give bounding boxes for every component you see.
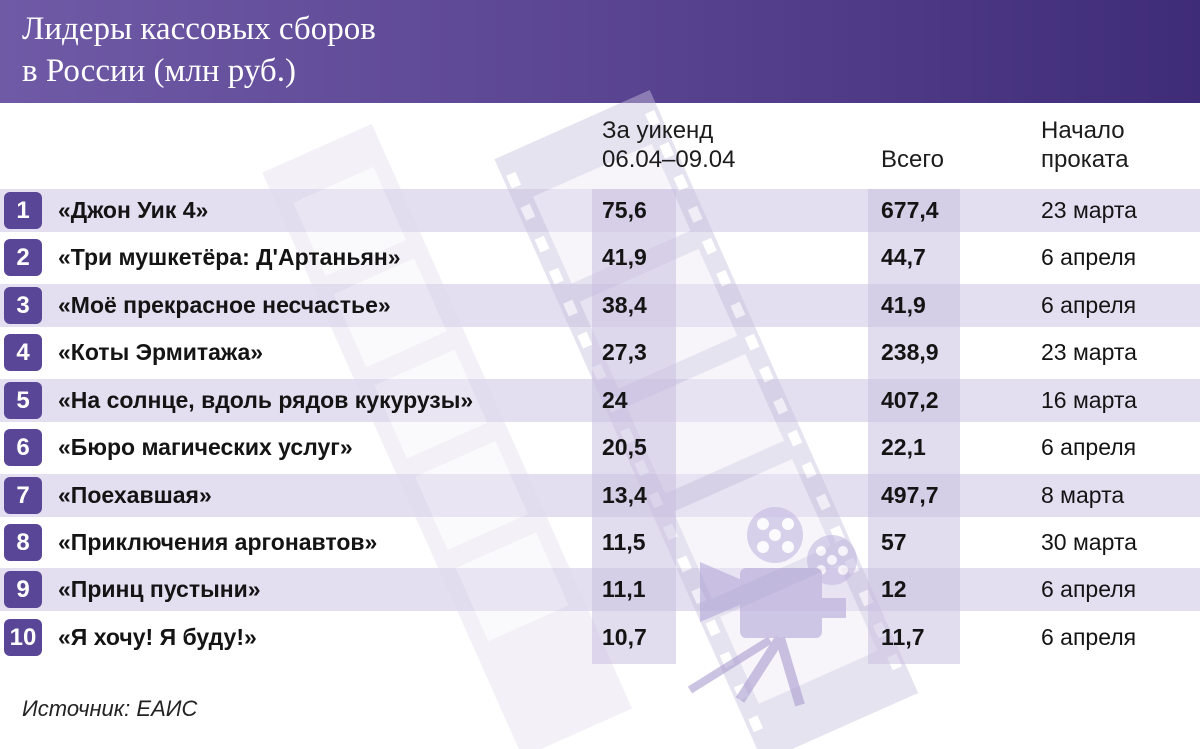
header-weekend-line: За уикенд [602,117,714,144]
table-row: 5 «На солнце, вдоль рядов кукурузы» 24 4… [0,379,1200,422]
weekend-gross: 20,5 [602,434,647,460]
total-gross: 407,2 [881,387,939,413]
release-date: 8 марта [1041,482,1125,508]
release-date: 23 марта [1041,197,1137,223]
table-row: 8 «Приключения аргонавтов» 11,5 57 30 ма… [0,521,1200,564]
weekend-column-highlight [592,189,676,664]
film-title: «Моё прекрасное несчастье» [58,292,391,318]
header-start-line: Начало [1041,117,1125,144]
source-note: Источник: ЕАИС [22,696,198,721]
total-column-highlight [868,189,960,664]
film-title: «Поехавшая» [58,482,212,508]
total-gross: 238,9 [881,339,939,365]
weekend-gross: 38,4 [602,292,647,318]
total-gross: 497,7 [881,482,939,508]
table-row: 2 «Три мушкетёра: Д'Артаньян» 41,9 44,7 … [0,236,1200,279]
total-gross: 57 [881,529,907,555]
rank-badge: 4 [4,334,42,371]
table-row: 9 «Принц пустыни» 11,1 12 6 апреля [0,568,1200,611]
release-date: 6 апреля [1041,244,1137,270]
total-gross: 41,9 [881,292,926,318]
weekend-gross: 75,6 [602,197,647,223]
title-banner: Лидеры кассовых сборов в России (млн руб… [0,0,1200,103]
film-title: «Три мушкетёра: Д'Артаньян» [58,244,401,270]
rank-badge: 1 [4,192,42,229]
table-row: 7 «Поехавшая» 13,4 497,7 8 марта [0,474,1200,517]
total-gross: 44,7 [881,244,926,270]
rank-badge: 5 [4,382,42,419]
film-title: «Я хочу! Я буду!» [58,624,257,650]
header-total-line: Всего [881,146,944,173]
table-row: 10 «Я хочу! Я буду!» 10,7 11,7 6 апреля [0,616,1200,659]
rank-badge: 8 [4,524,42,561]
header-total: Всего [881,145,944,174]
weekend-gross: 11,5 [602,529,646,555]
header-weekend: За уикенд 06.04–09.04 [602,116,735,174]
weekend-gross: 24 [602,387,628,413]
weekend-gross: 41,9 [602,244,647,270]
table-row: 3 «Моё прекрасное несчастье» 38,4 41,9 6… [0,284,1200,327]
total-gross: 22,1 [881,434,926,460]
rank-badge: 2 [4,239,42,276]
release-date: 30 марта [1041,529,1137,555]
weekend-gross: 27,3 [602,339,647,365]
rank-badge: 3 [4,287,42,324]
table-row: 1 «Джон Уик 4» 75,6 677,4 23 марта [0,189,1200,232]
film-title: «Джон Уик 4» [58,197,209,223]
film-title: «Коты Эрмитажа» [58,339,264,365]
release-date: 16 марта [1041,387,1137,413]
release-date: 6 апреля [1041,434,1137,460]
total-gross: 12 [881,576,907,602]
rank-badge: 6 [4,429,42,466]
title-line: в России (млн руб.) [22,53,296,89]
table-row: 6 «Бюро магических услуг» 20,5 22,1 6 ап… [0,426,1200,469]
chart-title: Лидеры кассовых сборов в России (млн руб… [22,8,722,92]
header-weekend-line: 06.04–09.04 [602,146,736,173]
release-date: 6 апреля [1041,292,1137,318]
title-line: Лидеры кассовых сборов [22,11,376,47]
table-row: 4 «Коты Эрмитажа» 27,3 238,9 23 марта [0,331,1200,374]
film-title: «Бюро магических услуг» [58,434,353,460]
weekend-gross: 10,7 [602,624,647,650]
weekend-gross: 13,4 [602,482,647,508]
release-date: 23 марта [1041,339,1137,365]
total-gross: 677,4 [881,197,939,223]
header-start-line: проката [1041,146,1129,173]
weekend-gross: 11,1 [602,576,646,602]
total-gross: 11,7 [881,624,925,650]
release-date: 6 апреля [1041,576,1137,602]
header-start: Начало проката [1041,116,1129,174]
film-title: «Принц пустыни» [58,576,261,602]
film-title: «На солнце, вдоль рядов кукурузы» [58,387,474,413]
rank-badge: 7 [4,477,42,514]
film-title: «Приключения аргонавтов» [58,529,378,555]
rank-badge: 9 [4,571,42,608]
release-date: 6 апреля [1041,624,1137,650]
rank-badge: 10 [4,619,42,656]
